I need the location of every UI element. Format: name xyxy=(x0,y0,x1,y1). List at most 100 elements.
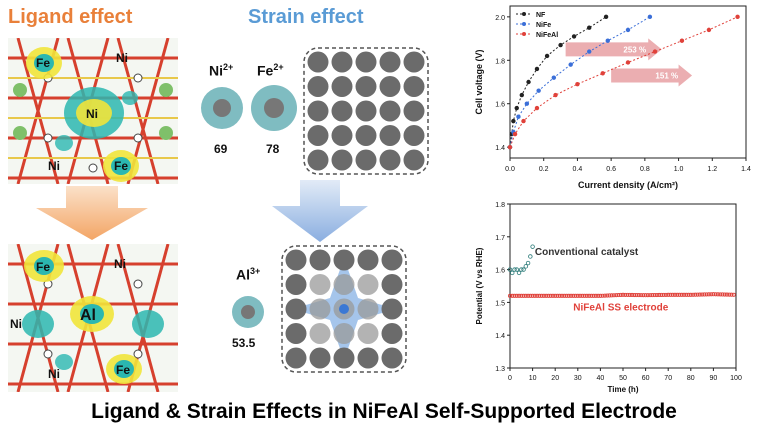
data-point xyxy=(650,293,655,298)
data-point xyxy=(659,292,664,298)
data-point xyxy=(535,293,540,298)
lattice-atom xyxy=(355,125,377,146)
al-ion-radius: 53.5 xyxy=(232,336,256,350)
lattice-atom xyxy=(355,51,377,73)
data-point xyxy=(641,293,646,298)
data-point xyxy=(530,293,535,298)
data-point xyxy=(516,114,521,119)
lattice-atom xyxy=(333,347,355,369)
data-point xyxy=(704,292,709,297)
polarization-chart: 0.0 0.2 0.4 0.6 0.8 1.0 1.2 1.4 1.4 1.6 1.8 2.0 Curr… xyxy=(474,5,751,190)
lattice-atom xyxy=(331,125,353,146)
data-point xyxy=(558,42,563,48)
data-point xyxy=(587,293,592,298)
annotation-label: 151 % xyxy=(655,71,678,80)
data-point xyxy=(625,60,631,65)
data-point xyxy=(666,292,671,297)
data-point xyxy=(693,292,698,297)
x-tick-label: 90 xyxy=(710,375,718,382)
data-point xyxy=(553,293,558,298)
lattice-atom xyxy=(307,149,329,171)
data-point xyxy=(679,38,685,43)
y-tick-label: 1.8 xyxy=(495,58,505,65)
data-point xyxy=(584,293,589,298)
data-point xyxy=(519,92,524,98)
lattice-atom xyxy=(331,76,353,97)
data-point xyxy=(632,292,637,298)
lattice-atom xyxy=(285,249,307,271)
lattice-atom xyxy=(379,125,401,146)
legend-marker xyxy=(522,32,526,36)
data-point xyxy=(551,75,557,80)
legend-label: NiFe xyxy=(536,22,551,29)
lattice-atom xyxy=(403,51,425,73)
data-point xyxy=(616,293,621,298)
lattice-atom xyxy=(285,323,307,344)
data-point xyxy=(580,293,585,298)
data-point xyxy=(706,27,712,33)
data-point xyxy=(528,254,533,259)
data-point xyxy=(582,293,587,298)
al-ion-sphere xyxy=(232,296,264,328)
data-point xyxy=(514,267,519,272)
data-point xyxy=(711,292,716,297)
lattice-atom xyxy=(381,347,403,369)
lattice-atom xyxy=(309,323,331,344)
data-point xyxy=(587,49,592,54)
series-label: NiFeAl SS electrode xyxy=(573,303,668,314)
y-tick-label: 1.8 xyxy=(495,202,505,209)
data-point xyxy=(654,292,659,298)
y-tick-label: 1.7 xyxy=(495,235,505,242)
x-tick-label: 1.4 xyxy=(741,166,751,173)
ni-ion-radius: 69 xyxy=(214,142,228,156)
data-point xyxy=(652,293,657,298)
data-point xyxy=(735,14,740,20)
lattice-bottom xyxy=(281,245,407,373)
ion-spheres xyxy=(201,85,297,131)
data-point xyxy=(530,244,535,249)
data-point xyxy=(526,79,531,85)
data-point xyxy=(593,293,598,298)
lattice-atom xyxy=(309,249,331,271)
data-point xyxy=(559,293,565,298)
lattice-atom xyxy=(285,274,307,295)
atom-label: Fe xyxy=(36,260,50,274)
data-point xyxy=(546,293,551,298)
data-point xyxy=(679,292,684,297)
data-point xyxy=(697,292,702,297)
data-point xyxy=(603,14,609,20)
data-point xyxy=(713,292,718,297)
data-point xyxy=(702,292,707,297)
lattice-atom xyxy=(355,100,377,122)
data-point xyxy=(573,293,578,298)
data-point xyxy=(512,293,517,298)
data-point xyxy=(625,292,630,297)
y-tick-label: 1.6 xyxy=(495,102,505,109)
y-tick-label: 1.3 xyxy=(495,366,505,373)
data-point xyxy=(731,292,736,297)
data-point xyxy=(544,293,549,298)
x-tick-label: 0.6 xyxy=(606,166,616,173)
data-point xyxy=(627,292,632,298)
data-point xyxy=(652,49,658,54)
x-tick-label: 40 xyxy=(597,375,605,382)
data-point xyxy=(519,293,524,298)
data-point xyxy=(519,267,524,272)
data-point xyxy=(532,293,537,298)
lattice-atom xyxy=(307,51,329,73)
down-arrow-orange xyxy=(36,186,148,240)
data-point xyxy=(557,293,562,298)
y-tick-label: 1.4 xyxy=(495,333,505,340)
data-point xyxy=(596,293,601,298)
x-tick-label: 0 xyxy=(508,375,512,382)
x-tick-label: 0.4 xyxy=(573,166,583,173)
lattice-atom xyxy=(403,149,425,171)
data-point xyxy=(686,292,691,297)
data-point xyxy=(675,292,680,297)
data-point xyxy=(663,292,668,297)
lattice-atom xyxy=(333,274,355,295)
data-point xyxy=(657,292,662,298)
data-point xyxy=(672,292,678,297)
data-point xyxy=(607,293,612,298)
series-line xyxy=(509,16,738,148)
